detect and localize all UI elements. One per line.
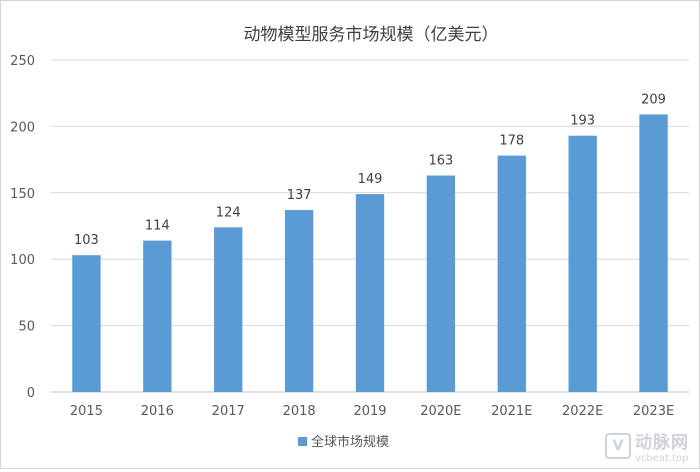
watermark-brand: 动脉网 <box>635 433 689 453</box>
x-tick-label: 2021E <box>491 404 532 419</box>
x-tick-label: 2016 <box>141 404 174 419</box>
bars <box>72 114 668 393</box>
y-tick-label: 0 <box>27 386 35 401</box>
legend-label: 全球市场规模 <box>311 434 389 450</box>
data-label: 193 <box>570 114 595 129</box>
legend: 全球市场规模 <box>298 434 389 450</box>
bar <box>143 240 172 392</box>
bar <box>639 114 668 392</box>
data-label: 163 <box>428 154 453 169</box>
y-tick-label: 200 <box>10 120 35 135</box>
bar <box>72 255 101 392</box>
x-tick-label: 2019 <box>353 404 386 419</box>
data-label: 209 <box>641 92 666 107</box>
y-tick-label: 150 <box>10 187 35 202</box>
y-tick-label: 50 <box>18 320 35 335</box>
y-tick-label: 250 <box>10 54 35 69</box>
data-label: 178 <box>499 134 524 149</box>
bar <box>426 175 456 392</box>
x-tick-label: 2023E <box>633 404 674 419</box>
data-label: 114 <box>145 219 170 234</box>
bar <box>214 227 243 392</box>
data-label: 103 <box>74 233 99 248</box>
x-tick-label: 2017 <box>212 404 245 419</box>
data-labels: 103 114 124 137 149 163 178 193 209 <box>74 92 666 248</box>
x-tick-label: 2022E <box>562 404 603 419</box>
bar <box>497 155 526 392</box>
x-axis-ticks: 2015 2016 2017 2018 2019 2020E 2021E 2022E 2023E <box>70 404 674 419</box>
bar <box>568 135 597 393</box>
chart-title: 动物模型服务市场规模（亿美元） <box>244 25 499 45</box>
y-axis-ticks: 0 50 100 150 200 250 <box>10 54 35 401</box>
watermark: V 动脉网 vcbeat.top <box>605 428 689 464</box>
x-tick-label: 2020E <box>420 404 461 419</box>
data-label: 149 <box>358 172 383 187</box>
x-tick-label: 2018 <box>283 404 316 419</box>
data-label: 124 <box>216 205 241 220</box>
x-tick-label: 2015 <box>70 404 103 419</box>
y-tick-label: 100 <box>10 253 35 268</box>
watermark-site: vcbeat.top <box>635 453 689 464</box>
watermark-logo: V <box>605 433 631 459</box>
bar <box>284 210 314 392</box>
bar <box>355 194 385 392</box>
data-label: 137 <box>287 188 312 203</box>
legend-swatch <box>298 437 307 446</box>
